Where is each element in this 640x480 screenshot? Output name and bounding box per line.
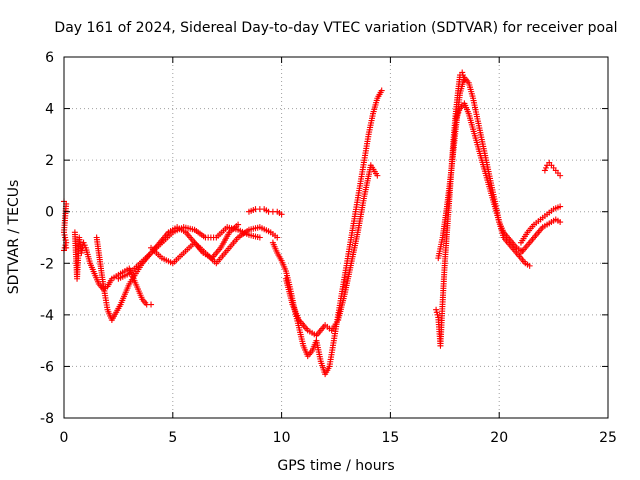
data-point <box>433 309 440 316</box>
data-point <box>557 172 564 179</box>
data-point <box>526 262 533 269</box>
series-arc-21-23 <box>517 216 564 256</box>
series-arc-10-14.5b <box>282 162 381 339</box>
x-axis-label: GPS time / hours <box>277 458 394 474</box>
data-point <box>235 221 242 228</box>
series-arc-8.5-10 <box>245 206 285 218</box>
data-point <box>62 242 69 249</box>
data-points <box>61 69 564 378</box>
data-point <box>378 87 385 94</box>
x-tick-label-1: 5 <box>168 430 177 446</box>
data-point <box>434 311 441 318</box>
grid <box>64 57 608 418</box>
y-tick-label-6: 4 <box>45 102 54 118</box>
data-point <box>274 234 281 241</box>
y-tick-label-5: 2 <box>45 153 54 169</box>
x-tick-label-4: 20 <box>490 430 508 446</box>
series-arc-17-21.5 <box>435 74 533 269</box>
y-tick-label-7: 6 <box>45 50 54 66</box>
data-point <box>374 172 381 179</box>
y-tick-label-1: -6 <box>40 359 54 375</box>
series-arc-22-23 <box>541 159 564 179</box>
y-tick-label-0: -8 <box>40 411 54 427</box>
data-point <box>256 234 263 241</box>
series-arc-2.5-9 <box>115 224 263 282</box>
ticks: 0 5 10 15 20 25 -8 -6 -4 -2 0 2 4 6 <box>40 50 617 446</box>
data-point <box>81 242 88 249</box>
data-point <box>541 167 548 174</box>
y-tick-label-2: -4 <box>40 308 54 324</box>
series-arc-21-23b <box>517 203 564 246</box>
x-tick-label-5: 25 <box>599 430 617 446</box>
plot-frame <box>63 56 609 419</box>
data-point <box>542 164 549 171</box>
series-arc-4-10 <box>148 224 281 267</box>
data-point <box>278 211 285 218</box>
chart-title: Day 161 of 2024, Sidereal Day-to-day VTE… <box>54 20 617 36</box>
data-point <box>557 219 564 226</box>
x-tick-label-2: 10 <box>273 430 291 446</box>
data-point <box>433 306 440 313</box>
data-point <box>557 203 564 210</box>
x-tick-label-0: 0 <box>60 430 69 446</box>
series-arc-18-21 <box>452 100 524 254</box>
y-axis-label: SDTVAR / TECUs <box>6 180 22 295</box>
y-tick-label-3: -2 <box>40 256 54 272</box>
data-point <box>459 69 466 76</box>
data-point <box>80 239 87 246</box>
x-tick-label-3: 15 <box>381 430 399 446</box>
series-arc-17-18.5 <box>433 69 468 349</box>
y-tick-label-4: 0 <box>45 205 54 221</box>
data-point <box>148 301 155 308</box>
